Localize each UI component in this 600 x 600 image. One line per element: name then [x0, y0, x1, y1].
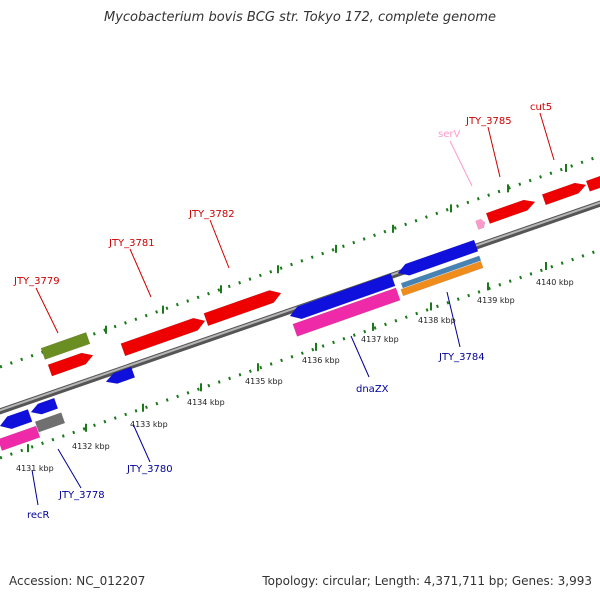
leader-jty3785	[487, 126, 501, 178]
gene-arrow	[585, 175, 600, 192]
label-jty3784: JTY_3784	[438, 352, 485, 363]
forward-gene-labels: JTY_3779 JTY_3781 JTY_3782 serV JTY_3785…	[13, 102, 552, 287]
gene-arrow	[40, 332, 91, 360]
label-cut5: cut5	[530, 102, 552, 113]
leader-jty3782	[209, 219, 230, 269]
forward-genes	[40, 175, 600, 377]
leader-jty3779	[35, 287, 59, 334]
leader-jty3781	[129, 248, 152, 298]
reverse-genes	[0, 239, 484, 451]
leader-serv	[449, 140, 473, 187]
leader-dnazx	[350, 335, 370, 378]
scale-4135: 4135 kbp	[245, 377, 283, 386]
gene-arrow	[0, 408, 33, 430]
gene-arrow	[541, 182, 587, 206]
scale-4132: 4132 kbp	[72, 442, 110, 451]
leader-lines	[31, 112, 555, 506]
gene-arrow	[203, 290, 282, 327]
leader-recr	[31, 469, 39, 506]
gene-arrow	[292, 287, 401, 337]
gene-arrow	[47, 352, 94, 377]
label-recr: recR	[27, 510, 50, 521]
scale-4131: 4131 kbp	[16, 464, 54, 473]
scale-4134: 4134 kbp	[187, 398, 225, 407]
reverse-gene-labels: recR JTY_3778 JTY_3780 dnaZX JTY_3784	[27, 352, 485, 521]
accession-text: Accession: NC_012207	[9, 574, 146, 588]
gene-arrow	[34, 412, 66, 433]
gene-arrow	[400, 255, 482, 289]
leader-jty3778	[57, 448, 82, 489]
label-jty3779: JTY_3779	[13, 276, 60, 287]
gene-arrow	[105, 366, 136, 384]
gene-arrow	[475, 218, 486, 230]
label-serv: serV	[438, 129, 460, 140]
genome-title: Mycobacterium bovis BCG str. Tokyo 172, …	[104, 10, 496, 25]
label-jty3781: JTY_3781	[108, 238, 155, 249]
label-jty3780: JTY_3780	[126, 464, 173, 475]
scale-4133: 4133 kbp	[130, 420, 168, 429]
gene-arrow	[400, 260, 484, 297]
scale-4139: 4139 kbp	[477, 296, 515, 305]
inner-tick-track	[0, 248, 600, 460]
scale-labels: 4131 kbp 4132 kbp 4133 kbp 4134 kbp 4135…	[16, 278, 574, 473]
genome-stats-text: Topology: circular; Length: 4,371,711 bp…	[262, 574, 592, 588]
label-jty3785: JTY_3785	[465, 116, 512, 127]
label-jty3782: JTY_3782	[188, 209, 235, 220]
gene-arrow	[397, 239, 479, 276]
gene-arrow	[120, 317, 206, 357]
gene-arrow	[289, 273, 396, 320]
leader-cut5	[539, 112, 555, 161]
scale-4140: 4140 kbp	[536, 278, 574, 287]
scale-4136: 4136 kbp	[302, 356, 340, 365]
scale-4138: 4138 kbp	[418, 316, 456, 325]
gene-arrow	[485, 199, 536, 224]
label-dnazx: dnaZX	[356, 384, 389, 395]
leader-jty3784	[446, 291, 461, 348]
leader-jty3780	[132, 423, 151, 463]
label-jty3778: JTY_3778	[58, 490, 105, 501]
gene-arrow	[0, 425, 41, 451]
gene-arrow	[30, 397, 59, 415]
scale-4137: 4137 kbp	[361, 335, 399, 344]
